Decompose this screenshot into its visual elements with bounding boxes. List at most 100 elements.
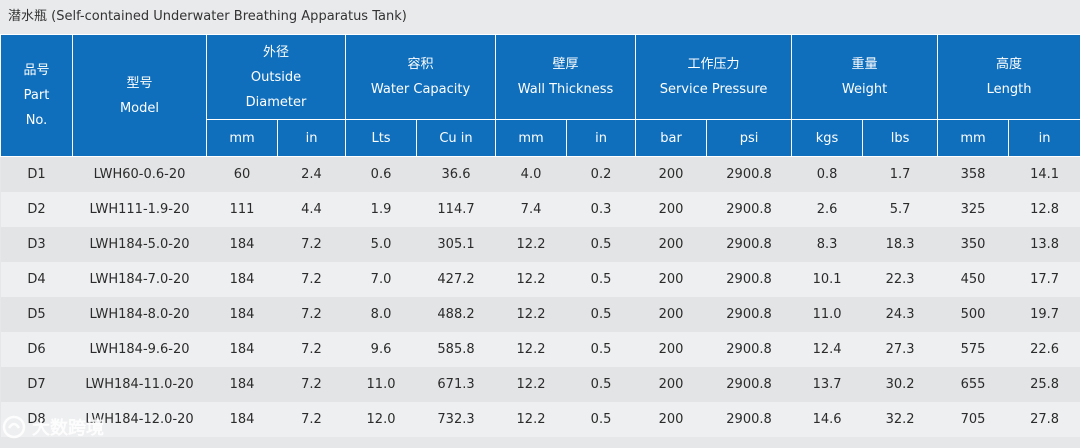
cell-pressure-psi: 2900.8 bbox=[706, 367, 792, 402]
cell-capacity-lts: 0.6 bbox=[345, 156, 417, 192]
unit-pressure-bar: bar bbox=[635, 119, 708, 157]
cell-model: LWH184-8.0-20 bbox=[72, 297, 207, 332]
cell-thickness-mm: 12.2 bbox=[495, 262, 567, 297]
cell-capacity-lts: 7.0 bbox=[345, 262, 417, 297]
unit-weight-kgs: kgs bbox=[791, 119, 864, 157]
cell-thickness-mm: 12.2 bbox=[495, 227, 567, 262]
cell-capacity-cuin: 585.8 bbox=[416, 332, 496, 367]
header-outside-diameter: 外径 Outside Diameter bbox=[205, 34, 347, 120]
cell-model: LWH184-7.0-20 bbox=[72, 262, 207, 297]
table-body: D1 LWH60-0.6-20 60 2.4 0.6 36.6 4.0 0.2 … bbox=[0, 156, 1080, 437]
cell-weight-kgs: 8.3 bbox=[791, 227, 863, 262]
cell-weight-kgs: 2.6 bbox=[791, 192, 863, 227]
unit-row: mm in Lts Cu in mm in bar psi kgs lbs mm… bbox=[1, 119, 1080, 157]
cell-length-mm: 705 bbox=[937, 402, 1009, 437]
cell-diameter-mm: 184 bbox=[206, 297, 278, 332]
table-row: D3 LWH184-5.0-20 184 7.2 5.0 305.1 12.2 … bbox=[0, 227, 1080, 262]
cell-pressure-bar: 200 bbox=[635, 402, 707, 437]
cell-pressure-bar: 200 bbox=[635, 262, 707, 297]
cell-part-no: D2 bbox=[0, 192, 73, 227]
table-row: D4 LWH184-7.0-20 184 7.2 7.0 427.2 12.2 … bbox=[0, 262, 1080, 297]
cell-weight-lbs: 22.3 bbox=[862, 262, 938, 297]
cell-diameter-mm: 111 bbox=[206, 192, 278, 227]
cell-length-mm: 325 bbox=[937, 192, 1009, 227]
unit-weight-lbs: lbs bbox=[862, 119, 939, 157]
cell-diameter-in: 7.2 bbox=[277, 227, 346, 262]
cell-thickness-in: 0.5 bbox=[566, 262, 636, 297]
cell-thickness-mm: 12.2 bbox=[495, 367, 567, 402]
cell-diameter-mm: 184 bbox=[206, 227, 278, 262]
cell-capacity-cuin: 114.7 bbox=[416, 192, 496, 227]
cell-pressure-bar: 200 bbox=[635, 156, 707, 192]
cell-length-mm: 655 bbox=[937, 367, 1009, 402]
cell-pressure-psi: 2900.8 bbox=[706, 297, 792, 332]
cell-weight-lbs: 5.7 bbox=[862, 192, 938, 227]
cell-length-in: 12.8 bbox=[1008, 192, 1080, 227]
cell-diameter-in: 7.2 bbox=[277, 402, 346, 437]
cell-weight-kgs: 11.0 bbox=[791, 297, 863, 332]
cell-pressure-bar: 200 bbox=[635, 332, 707, 367]
cell-diameter-mm: 184 bbox=[206, 402, 278, 437]
unit-diameter-in: in bbox=[276, 119, 347, 157]
table-title: 潜水瓶 (Self-contained Underwater Breathing… bbox=[0, 0, 1080, 34]
unit-capacity-lts: Lts bbox=[345, 119, 418, 157]
cell-length-mm: 575 bbox=[937, 332, 1009, 367]
header-length: 高度 Length bbox=[937, 34, 1080, 120]
cell-pressure-psi: 2900.8 bbox=[706, 227, 792, 262]
cell-length-mm: 500 bbox=[937, 297, 1009, 332]
cell-capacity-cuin: 427.2 bbox=[416, 262, 496, 297]
unit-capacity-cuin: Cu in bbox=[416, 119, 497, 157]
cell-capacity-lts: 5.0 bbox=[345, 227, 417, 262]
cell-weight-kgs: 10.1 bbox=[791, 262, 863, 297]
table-row: D1 LWH60-0.6-20 60 2.4 0.6 36.6 4.0 0.2 … bbox=[0, 156, 1080, 192]
cell-thickness-mm: 4.0 bbox=[495, 156, 567, 192]
cell-thickness-in: 0.5 bbox=[566, 227, 636, 262]
cell-length-in: 19.7 bbox=[1008, 297, 1080, 332]
cell-weight-kgs: 14.6 bbox=[791, 402, 863, 437]
unit-thickness-mm: mm bbox=[495, 119, 568, 157]
cell-length-in: 25.8 bbox=[1008, 367, 1080, 402]
cell-part-no: D6 bbox=[0, 332, 73, 367]
cell-part-no: D7 bbox=[0, 367, 73, 402]
cell-capacity-cuin: 732.3 bbox=[416, 402, 496, 437]
header-row: 品号 Part No. 型号 Model 外径 Outside Diameter… bbox=[0, 34, 1080, 157]
unit-thickness-in: in bbox=[566, 119, 637, 157]
cell-weight-lbs: 32.2 bbox=[862, 402, 938, 437]
cell-length-in: 22.6 bbox=[1008, 332, 1080, 367]
cell-weight-lbs: 27.3 bbox=[862, 332, 938, 367]
cell-part-no: D5 bbox=[0, 297, 73, 332]
table-row: D7 LWH184-11.0-20 184 7.2 11.0 671.3 12.… bbox=[0, 367, 1080, 402]
header-wall-thickness: 壁厚 Wall Thickness bbox=[495, 34, 637, 120]
cell-pressure-psi: 2900.8 bbox=[706, 192, 792, 227]
cell-thickness-mm: 12.2 bbox=[495, 297, 567, 332]
cell-capacity-cuin: 488.2 bbox=[416, 297, 496, 332]
unit-length-in: in bbox=[1008, 119, 1080, 157]
cell-length-in: 17.7 bbox=[1008, 262, 1080, 297]
cell-diameter-mm: 60 bbox=[206, 156, 278, 192]
cell-weight-lbs: 30.2 bbox=[862, 367, 938, 402]
cell-weight-lbs: 1.7 bbox=[862, 156, 938, 192]
cell-part-no: D3 bbox=[0, 227, 73, 262]
cell-capacity-cuin: 305.1 bbox=[416, 227, 496, 262]
unit-diameter-mm: mm bbox=[206, 119, 278, 157]
cell-thickness-mm: 12.2 bbox=[495, 332, 567, 367]
header-water-capacity: 容积 Water Capacity bbox=[345, 34, 497, 120]
cell-diameter-mm: 184 bbox=[206, 332, 278, 367]
cell-diameter-mm: 184 bbox=[206, 367, 278, 402]
cell-weight-lbs: 24.3 bbox=[862, 297, 938, 332]
header-weight: 重量 Weight bbox=[791, 34, 939, 120]
cell-pressure-psi: 2900.8 bbox=[706, 332, 792, 367]
cell-pressure-psi: 2900.8 bbox=[706, 262, 792, 297]
cell-model: LWH184-12.0-20 bbox=[72, 402, 207, 437]
cell-part-no: D4 bbox=[0, 262, 73, 297]
cell-part-no: D8 bbox=[0, 402, 73, 437]
cell-pressure-bar: 200 bbox=[635, 297, 707, 332]
header-part-no: 品号 Part No. bbox=[0, 34, 73, 157]
cell-diameter-in: 2.4 bbox=[277, 156, 346, 192]
cell-length-mm: 350 bbox=[937, 227, 1009, 262]
cell-diameter-in: 7.2 bbox=[277, 262, 346, 297]
table-row: D5 LWH184-8.0-20 184 7.2 8.0 488.2 12.2 … bbox=[0, 297, 1080, 332]
cell-capacity-lts: 1.9 bbox=[345, 192, 417, 227]
cell-weight-lbs: 18.3 bbox=[862, 227, 938, 262]
cell-diameter-in: 7.2 bbox=[277, 332, 346, 367]
